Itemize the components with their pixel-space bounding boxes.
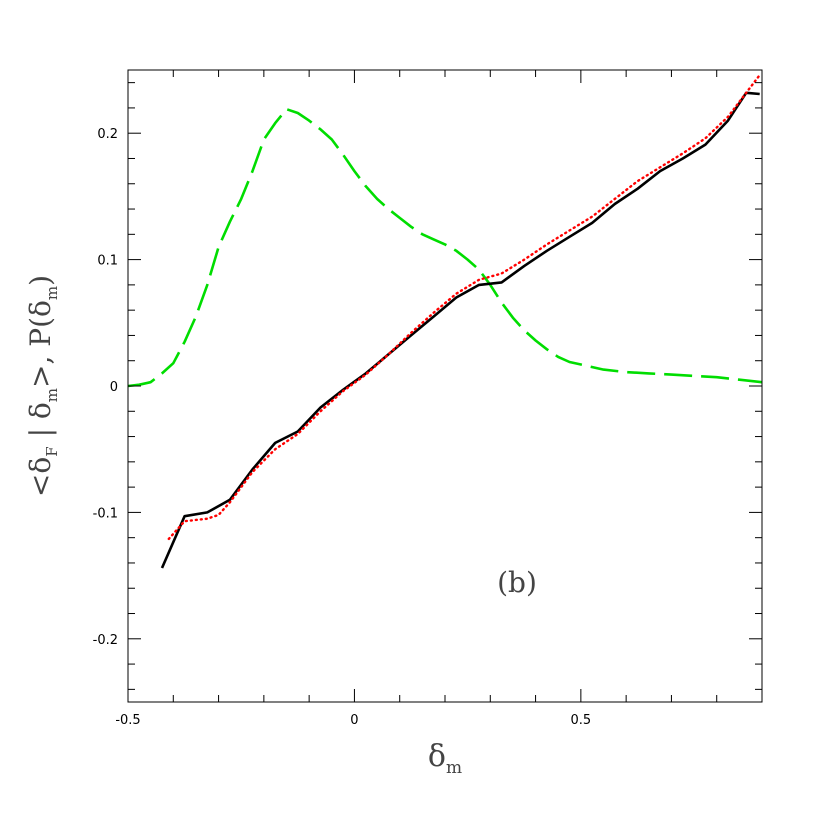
tick-labels: -0.5 0 0.5 -0.2 -0.1 0 0.1 0.2 xyxy=(93,127,592,728)
y-tick-label: -0.2 xyxy=(93,633,118,648)
y-tick-label: -0.1 xyxy=(93,506,118,521)
series-layer xyxy=(128,73,762,569)
y-label-sub2: m xyxy=(43,388,61,402)
ticks-layer xyxy=(127,70,763,702)
series-line-solid xyxy=(160,91,760,569)
x-tick-label: 0 xyxy=(350,713,358,728)
y-label-sub3: m xyxy=(43,286,61,300)
y-tick-label: 0.2 xyxy=(97,127,118,142)
x-axis-label-sub: m xyxy=(446,758,462,778)
annotation-label: (b) xyxy=(497,566,537,599)
y-label-sub1: F xyxy=(43,446,61,456)
y-label-part1: <δ xyxy=(24,457,57,497)
series-line-dashed xyxy=(128,107,762,388)
y-label-part4: ) xyxy=(24,275,57,286)
x-tick-label: -0.5 xyxy=(115,713,140,728)
x-axis-label: δm xyxy=(428,739,462,778)
y-tick-label: 0 xyxy=(110,380,118,395)
plot-frame xyxy=(127,69,763,703)
series-line-dotted xyxy=(167,73,761,541)
y-label-part3: >, P(δ xyxy=(24,300,57,388)
x-tick-label: 0.5 xyxy=(571,713,592,728)
y-tick-label: 0.1 xyxy=(97,254,118,269)
y-label-part2: | δ xyxy=(24,402,57,446)
y-axis-label: <δF | δm>, P(δm) xyxy=(24,275,61,497)
x-axis-label-main: δ xyxy=(428,739,446,774)
